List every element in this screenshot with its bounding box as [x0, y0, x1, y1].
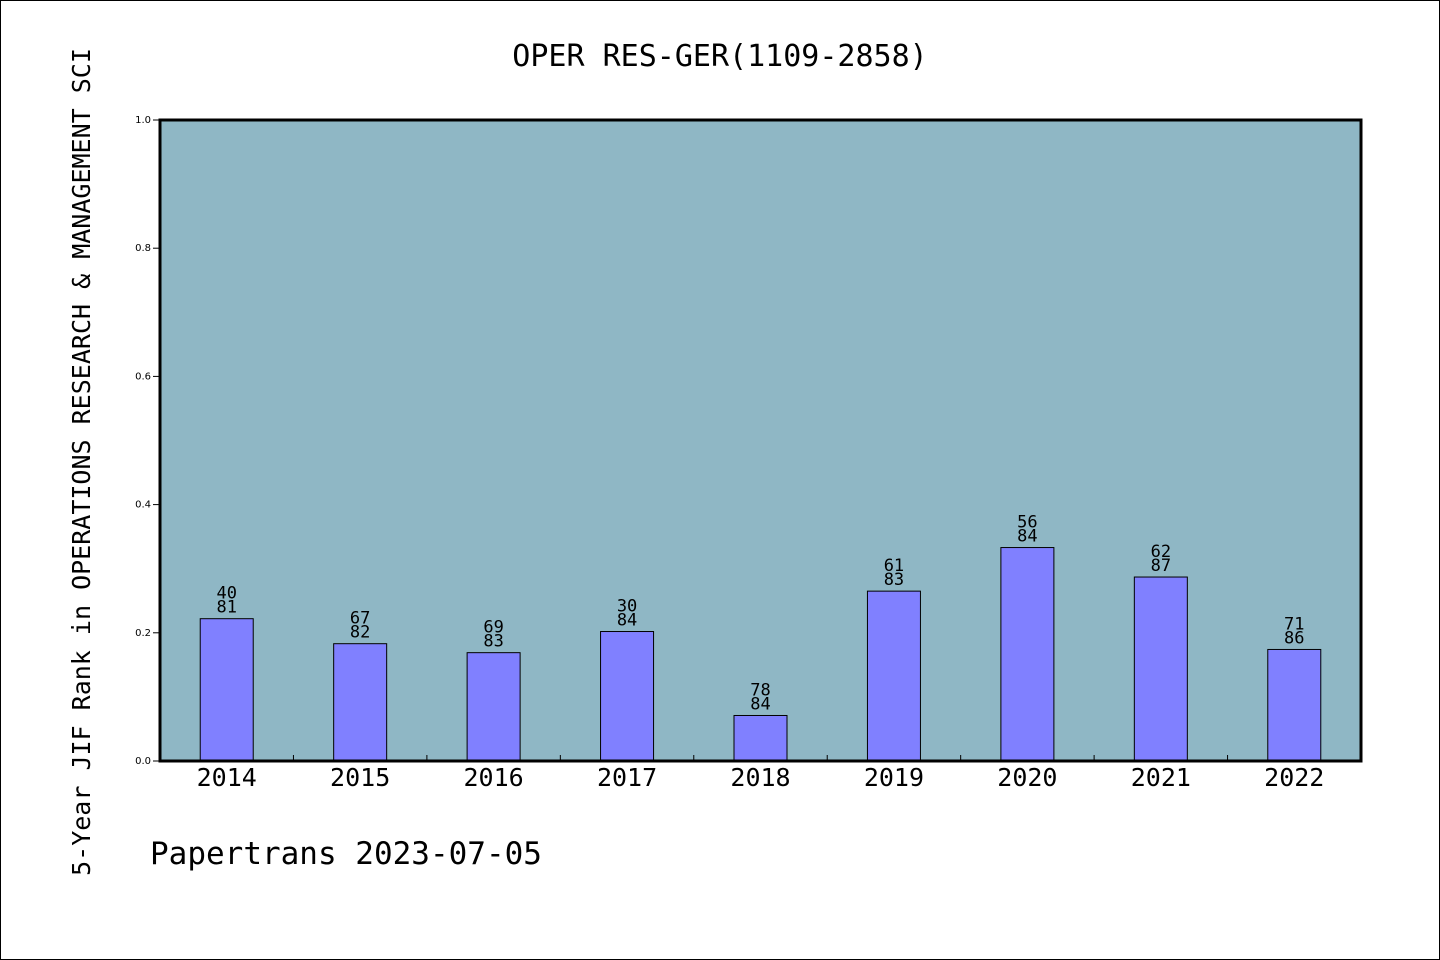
- y-axis-label: 5-Year JIF Rank in OPERATIONS RESEARCH &…: [67, 48, 96, 876]
- bar-total-label: 82: [350, 623, 370, 643]
- y-tick-label: 0.0: [135, 756, 151, 767]
- bar-total-label: 84: [617, 611, 637, 631]
- y-tick-label: 0.8: [135, 243, 151, 254]
- y-tick-label: 0.4: [135, 500, 151, 511]
- bar: [733, 714, 788, 762]
- bar-rank-label: 78: [750, 680, 770, 700]
- bar: [199, 618, 254, 762]
- bar-total-label: 84: [750, 694, 770, 714]
- ticks-layer: 2014 2015 2016 2017 2018 2019 2020 2021 2022 0.0 0…: [135, 115, 1324, 792]
- y-tick-label: 0.2: [135, 628, 151, 639]
- bar: [600, 631, 655, 762]
- x-tick-label: 2022: [1264, 763, 1324, 792]
- bar-rank-label: 67: [350, 609, 370, 629]
- x-tick-label: 2014: [197, 763, 257, 792]
- plot-border: [158, 118, 1363, 763]
- bar: [1000, 547, 1055, 762]
- bar: [333, 643, 388, 762]
- bar-rank-label: 30: [617, 597, 637, 617]
- bar-rank-label: 56: [1017, 513, 1037, 533]
- bar-rank-label: 61: [884, 556, 904, 576]
- x-tick-label: 2017: [597, 763, 657, 792]
- bar: [866, 590, 921, 762]
- chart-title: OPER RES-GER(1109-2858): [512, 39, 927, 74]
- bar-rank-label: 69: [483, 618, 503, 638]
- x-tick-label: 2015: [330, 763, 390, 792]
- bar: [1133, 576, 1188, 762]
- y-tick-label: 1.0: [135, 115, 151, 126]
- x-tick-label: 2019: [864, 763, 924, 792]
- x-tick-label: 2018: [730, 763, 790, 792]
- x-tick-label: 2021: [1131, 763, 1191, 792]
- bar-rank-label: 71: [1284, 614, 1304, 634]
- bar: [466, 652, 521, 762]
- y-tick-label: 0.6: [135, 371, 151, 382]
- bar-rank-label: 62: [1151, 542, 1171, 562]
- x-tick-label: 2016: [464, 763, 524, 792]
- bar-total-label: 87: [1151, 556, 1171, 576]
- x-tick-label: 2020: [997, 763, 1057, 792]
- bar-total-label: 83: [483, 632, 503, 652]
- bar: [1267, 648, 1322, 762]
- footer-credit: Papertrans 2023-07-05: [150, 836, 542, 872]
- bar-total-label: 86: [1284, 628, 1304, 648]
- bar-total-label: 83: [884, 570, 904, 590]
- bar-total-label: 84: [1017, 527, 1037, 547]
- bar-total-label: 81: [216, 598, 236, 618]
- bar-rank-label: 40: [216, 584, 236, 604]
